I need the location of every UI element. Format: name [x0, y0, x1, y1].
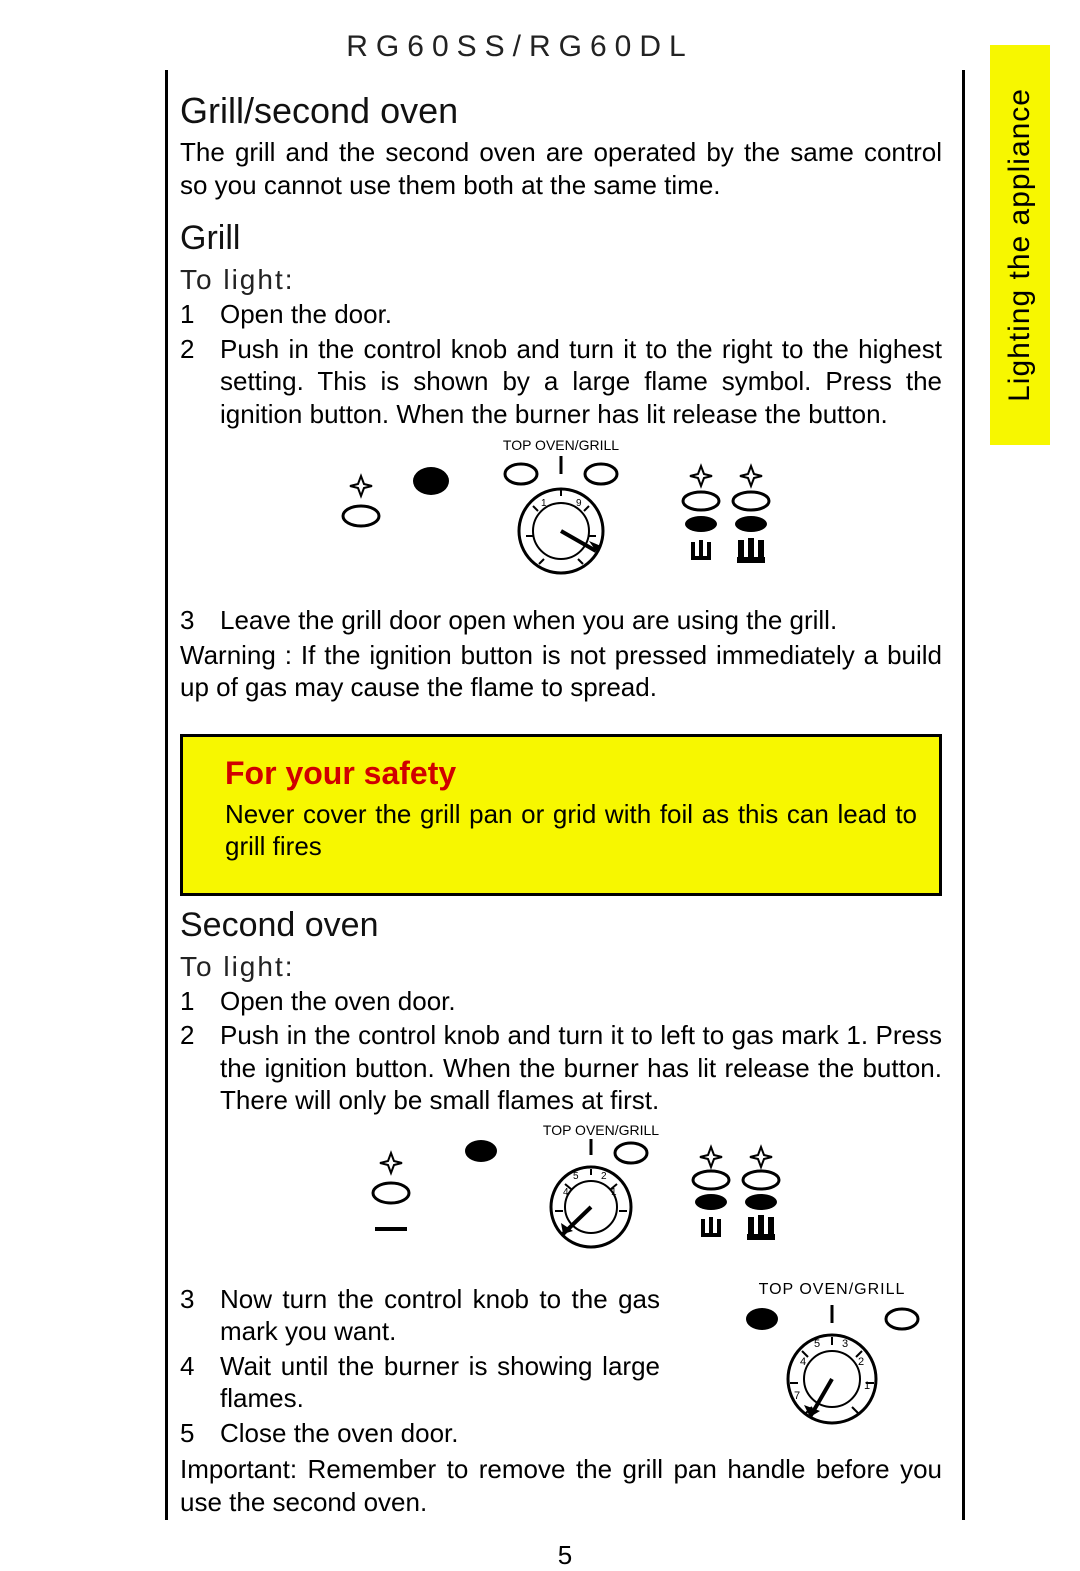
to-light-label-grill: To light:: [180, 264, 942, 296]
list-number: 3: [180, 1283, 202, 1316]
diagram-label: TOP OVEN/GRILL: [543, 1123, 659, 1138]
inset-label: TOP OVEN/GRILL: [759, 1281, 906, 1299]
list-number: 4: [180, 1350, 202, 1383]
list-text: Leave the grill door open when you are u…: [220, 604, 942, 637]
safety-text: Never cover the grill pan or grid with f…: [225, 798, 917, 863]
section-tab: Lighting the appliance: [990, 45, 1050, 445]
to-light-label-second-oven: To light:: [180, 951, 942, 983]
svg-text:7: 7: [794, 1390, 800, 1402]
list-text: Push in the control knob and turn it to …: [220, 333, 942, 431]
svg-text:1: 1: [611, 1187, 617, 1198]
important-label: Important:: [180, 1454, 297, 1484]
diagram-label: TOP OVEN/GRILL: [503, 437, 619, 453]
section-tab-label: Lighting the appliance: [1003, 88, 1037, 402]
important-note: Important: Remember to remove the grill …: [180, 1453, 942, 1518]
heading-second-oven: Second oven: [180, 906, 942, 945]
list-text: Push in the control knob and turn it to …: [220, 1019, 942, 1117]
page-number: 5: [165, 1540, 965, 1571]
svg-text:2: 2: [858, 1356, 864, 1368]
safety-callout: For your safety Never cover the grill pa…: [180, 734, 942, 896]
svg-text:1: 1: [864, 1380, 870, 1392]
heading-grill-second-oven: Grill/second oven: [180, 90, 942, 132]
control-panel-icon: TOP OVEN/GRILL: [321, 1123, 801, 1273]
list-item: 2 Push in the control knob and turn it t…: [180, 1019, 942, 1117]
list-item: 5 Close the oven door.: [180, 1417, 702, 1450]
dial-icon: 5 4 3 2 1 7: [732, 1299, 932, 1439]
manual-page: RG60SS/RG60DL Lighting the appliance Gri…: [0, 0, 1080, 1527]
list-item: 1 Open the oven door.: [180, 985, 942, 1018]
warning-text: Warning : If the ignition button is not …: [180, 639, 942, 704]
svg-text:5: 5: [573, 1171, 579, 1182]
list-item: 3 Leave the grill door open when you are…: [180, 604, 942, 637]
list-text: Wait until the burner is showing large f…: [220, 1350, 660, 1415]
steps-with-inset: 3 Now turn the control knob to the gas m…: [180, 1281, 942, 1452]
safety-heading: For your safety: [225, 755, 917, 792]
heading-grill: Grill: [180, 219, 942, 258]
list-item: 3 Now turn the control knob to the gas m…: [180, 1283, 702, 1348]
svg-text:9: 9: [576, 498, 582, 509]
list-text: Now turn the control knob to the gas mar…: [220, 1283, 660, 1348]
list-number: 2: [180, 1019, 202, 1052]
svg-text:4: 4: [563, 1187, 569, 1198]
grill-control-diagram: TOP OVEN/GRILL: [180, 436, 942, 596]
second-oven-control-diagram: TOP OVEN/GRILL: [180, 1123, 942, 1273]
list-number: 1: [180, 985, 202, 1018]
svg-text:2: 2: [601, 1171, 607, 1182]
list-item: 1 Open the door.: [180, 298, 942, 331]
list-text: Close the oven door.: [220, 1417, 660, 1450]
svg-text:5: 5: [814, 1338, 820, 1350]
list-text: Open the oven door.: [220, 985, 942, 1018]
content-column: Grill/second oven The grill and the seco…: [165, 70, 965, 1520]
svg-text:4: 4: [800, 1356, 806, 1368]
list-text: Open the door.: [220, 298, 942, 331]
svg-text:1: 1: [541, 498, 547, 509]
svg-text:3: 3: [842, 1338, 848, 1350]
list-number: 2: [180, 333, 202, 366]
control-panel-icon: TOP OVEN/GRILL: [321, 436, 801, 596]
list-item: 4 Wait until the burner is showing large…: [180, 1350, 702, 1415]
intro-text: The grill and the second oven are operat…: [180, 136, 942, 201]
inset-dial-diagram: TOP OVEN/GRILL: [722, 1281, 942, 1452]
list-item: 2 Push in the control knob and turn it t…: [180, 333, 942, 431]
list-number: 1: [180, 298, 202, 331]
list-number: 3: [180, 604, 202, 637]
model-header: RG60SS/RG60DL: [100, 30, 940, 64]
list-number: 5: [180, 1417, 202, 1450]
